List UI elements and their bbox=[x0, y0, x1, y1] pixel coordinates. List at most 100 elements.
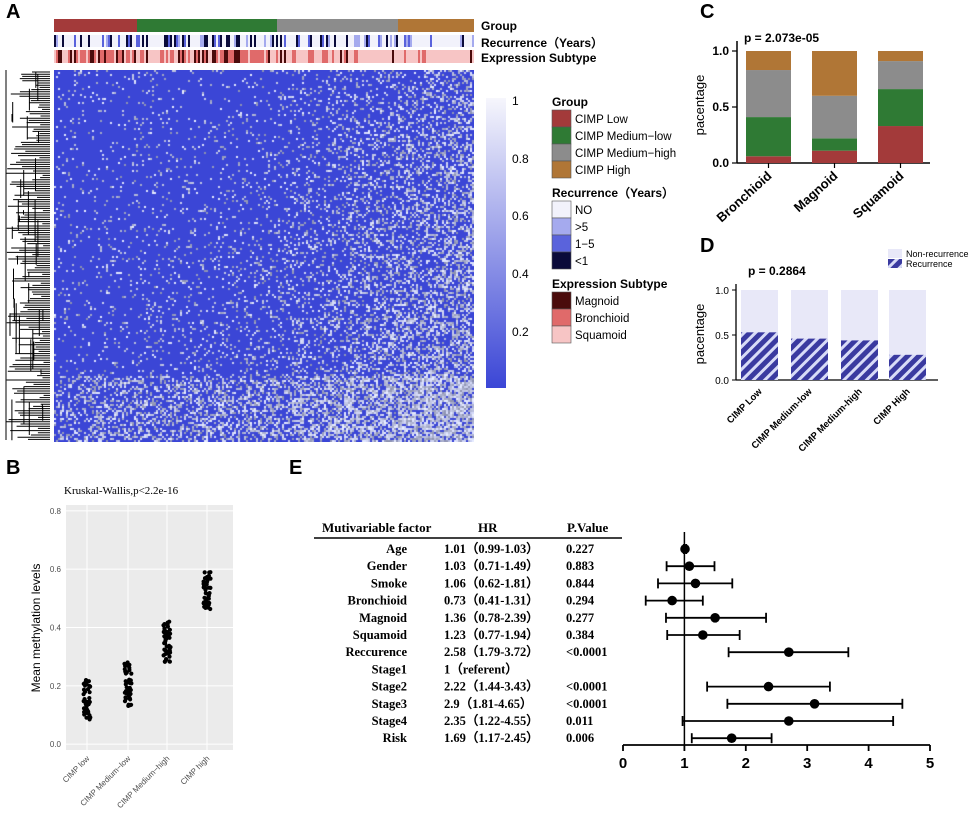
recurrence-track-cell bbox=[390, 35, 392, 47]
recurrence-track-cell bbox=[214, 35, 216, 47]
recurrence-track-cell bbox=[280, 35, 282, 47]
subtype-track-cell bbox=[176, 50, 178, 63]
recurrence-track-cell bbox=[378, 35, 380, 47]
legend-label-rec-gt5: >5 bbox=[575, 222, 588, 234]
table-row-pvalue: 0.294 bbox=[566, 594, 595, 608]
subtype-track-cell bbox=[294, 50, 296, 63]
table-header-pvalue: P.Value bbox=[567, 520, 609, 535]
panel-a-heatmap bbox=[54, 70, 474, 442]
panel-b-point bbox=[125, 680, 130, 685]
legend-swatch-cimp-medium-low bbox=[551, 126, 572, 145]
panel-c-bar-segment bbox=[746, 70, 791, 118]
legend-title-expression-subtype: Expression Subtype bbox=[552, 277, 668, 291]
subtype-track-cell bbox=[328, 50, 330, 63]
panel-b-point bbox=[208, 585, 213, 591]
subtype-track-cell bbox=[414, 50, 416, 63]
panel-c-pvalue: p = 2.073e-05 bbox=[744, 31, 819, 45]
recurrence-track-cell bbox=[368, 35, 370, 47]
legend-swatch-cimp-low bbox=[551, 109, 572, 128]
panel-c-chart: 0.0 0.5 1.0 Bronchioid Magnoid Squamoid bbox=[712, 41, 930, 225]
recurrence-track-cell bbox=[322, 35, 324, 47]
panel-b-point bbox=[162, 622, 167, 627]
subtype-track-cell bbox=[354, 50, 356, 63]
recurrence-track-cell bbox=[54, 35, 56, 47]
subtype-track-cell bbox=[258, 50, 260, 63]
panel-b-point bbox=[207, 591, 212, 596]
subtype-track-cell bbox=[182, 50, 184, 63]
subtype-track-cell bbox=[158, 50, 160, 63]
subtype-track-cell bbox=[132, 50, 134, 63]
panel-b-point bbox=[205, 605, 210, 610]
forest-point bbox=[783, 647, 794, 657]
subtype-track-cell bbox=[172, 50, 174, 63]
subtype-track-cell bbox=[418, 50, 420, 63]
subtype-track-cell bbox=[56, 50, 58, 63]
recurrence-track-cell bbox=[308, 35, 310, 47]
table-row-pvalue: 0.011 bbox=[566, 714, 593, 728]
panel-c-ytick-label: 0.5 bbox=[712, 100, 729, 114]
subtype-track-cell bbox=[464, 50, 466, 63]
forest-xtick-label: 0 bbox=[619, 755, 627, 772]
subtype-track-cell bbox=[148, 50, 150, 63]
recurrence-track-cell bbox=[358, 35, 360, 47]
forest-xtick-label: 4 bbox=[864, 755, 873, 772]
recurrence-track-cell bbox=[130, 35, 132, 47]
subtype-track-cell bbox=[458, 50, 460, 63]
panel-c-ytick-label: 1.0 bbox=[712, 44, 729, 58]
subtype-track-cell bbox=[190, 50, 192, 63]
subtype-track-cell bbox=[104, 50, 106, 63]
group-track-block bbox=[137, 19, 277, 32]
recurrence-track-cell bbox=[126, 35, 128, 47]
subtype-track-cell bbox=[164, 50, 166, 63]
legend-swatch-rec-lt1 bbox=[551, 251, 572, 270]
subtype-track-cell bbox=[448, 50, 450, 63]
recurrence-track-cell bbox=[394, 35, 396, 47]
table-row-pvalue: 0.384 bbox=[566, 628, 595, 642]
subtype-track-cell bbox=[434, 50, 436, 63]
subtype-track-cell bbox=[168, 50, 170, 63]
table-row-factor: Stage4 bbox=[372, 714, 408, 728]
panel-b-point bbox=[86, 699, 91, 705]
table-row-pvalue: 0.844 bbox=[566, 576, 595, 590]
panel-d-ytick-label: 1.0 bbox=[715, 286, 729, 297]
panel-a-letter: A bbox=[6, 1, 20, 23]
subtype-track-cell bbox=[138, 50, 140, 63]
recurrence-track-cell bbox=[472, 35, 474, 47]
panel-b-point bbox=[164, 632, 169, 638]
subtype-track-cell bbox=[162, 50, 164, 63]
table-row-factor: Stage2 bbox=[372, 680, 407, 694]
panel-b-ytick-label: 0.2 bbox=[50, 682, 62, 691]
subtype-track-cell bbox=[128, 50, 130, 63]
panel-b-point bbox=[87, 696, 92, 701]
table-row-factor: Magnoid bbox=[359, 611, 407, 625]
subtype-track-cell bbox=[470, 50, 472, 63]
table-row-factor: Gender bbox=[367, 559, 408, 573]
subtype-track-cell bbox=[370, 50, 372, 63]
recurrence-track-cell bbox=[62, 35, 64, 47]
panel-b-point bbox=[204, 599, 209, 605]
subtype-track-cell bbox=[154, 50, 156, 63]
subtype-track-cell bbox=[442, 50, 444, 63]
subtype-track-cell bbox=[266, 50, 268, 63]
panel-b-point bbox=[162, 659, 167, 664]
panel-c-bar-segment bbox=[878, 126, 923, 163]
recurrence-track-cell bbox=[334, 35, 336, 47]
panel-a-legend: Group CIMP Low CIMP Medium−low CIMP Medi… bbox=[551, 95, 676, 344]
subtype-track-cell bbox=[92, 50, 94, 63]
forest-point bbox=[684, 561, 695, 571]
recurrence-track-cell bbox=[74, 35, 76, 47]
recurrence-track-cell bbox=[176, 35, 178, 47]
panel-d-bar-nonrec bbox=[889, 290, 926, 355]
subtype-track-cell bbox=[316, 50, 318, 63]
table-row-factor: Stage1 bbox=[372, 662, 407, 676]
subtype-track-cell bbox=[286, 50, 288, 63]
legend-swatch-cimp-medium-high bbox=[551, 143, 572, 162]
subtype-track-cell bbox=[204, 50, 206, 63]
subtype-track-cell bbox=[350, 50, 352, 63]
forest-point bbox=[698, 630, 708, 640]
panel-b-point bbox=[87, 684, 92, 689]
legend-swatch-squamoid bbox=[551, 325, 572, 344]
subtype-track-cell bbox=[276, 50, 278, 63]
panel-b-point bbox=[202, 570, 207, 575]
